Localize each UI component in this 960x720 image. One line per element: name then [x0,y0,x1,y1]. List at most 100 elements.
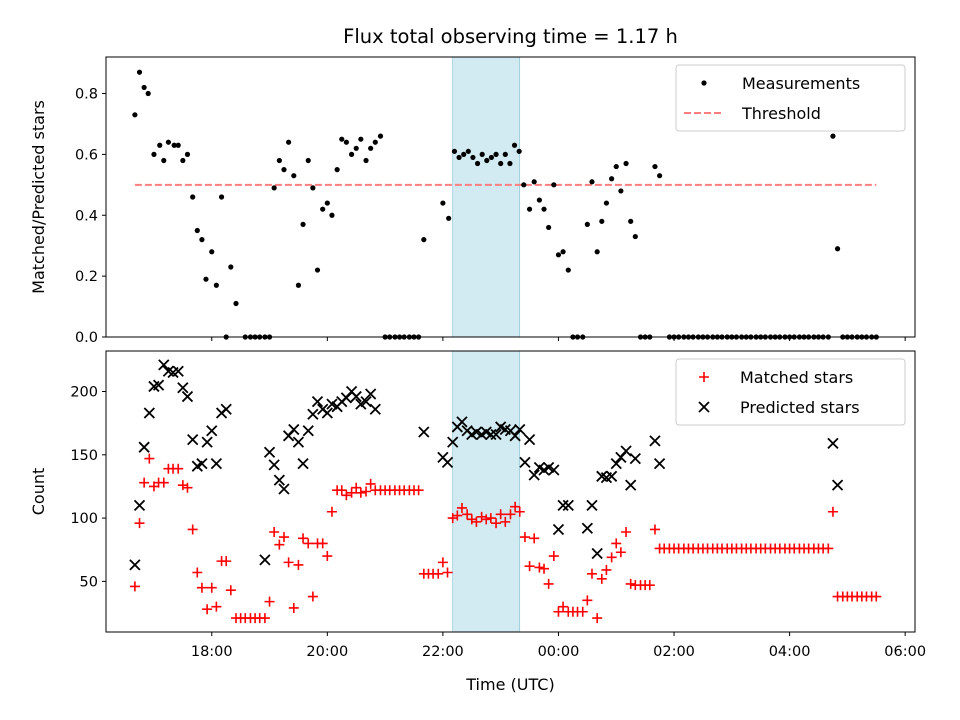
x-tick-label: 18:00 [191,644,233,660]
predicted-star-point [350,390,362,403]
predicted-star-point [288,423,300,436]
highlight-span [452,350,521,633]
measurement-point [358,136,364,142]
y-tick-label: 0.2 [75,269,98,285]
matched-star-point [596,573,607,584]
measurement-point [594,249,600,255]
legend-predicted-marker [698,401,710,413]
predicted-star-point [297,458,309,470]
measurement-point [372,139,378,145]
matched-star-point [129,581,140,592]
x-tick-label: 02:00 [653,644,695,660]
matched-star-point [336,485,347,496]
matched-star-point [500,516,511,527]
predicted-star-point [447,436,459,448]
predicted-star-point [485,428,497,441]
predicted-star-point [514,423,526,436]
measurement-point [541,206,547,212]
predicted-star-point [586,499,598,512]
predicted-star-point [528,469,540,481]
legend-box [675,358,906,426]
y-tick-label: 0.6 [75,147,98,163]
measurement-point [461,151,467,157]
measurement-point [498,160,504,167]
measurement-point [348,151,355,157]
matched-star-point [456,502,467,513]
matched-star-point [871,591,882,602]
predicted-star-point [133,499,146,512]
matched-star-point [644,580,655,591]
predicted-star-point [196,458,208,470]
matched-star-point [510,501,521,512]
legend-label: Threshold [741,104,821,123]
measurement-point [488,154,495,161]
matched-star-point [259,613,270,624]
measurement-point [324,200,330,206]
y-tick-label: 0.8 [75,87,98,103]
x-tick-label: 20:00 [306,644,348,660]
matched-star-point [264,596,275,607]
measurement-point [180,157,186,164]
predicted-star-point [456,416,468,428]
matched-star-point [307,591,318,602]
predicted-star-point [268,459,280,471]
matched-star-point [615,547,626,558]
measurement-point [213,282,219,288]
top-panel: 0.0 0.2 0.4 0.6 0.8 Matched/Predicted stars Me… [29,56,916,346]
measurement-point [286,139,292,145]
predicted-star-point [292,436,305,448]
matched-star-point [485,513,496,524]
measurement-point [830,133,836,139]
predicted-star-point [138,441,150,453]
measurement-point [353,145,359,151]
measurement-point [516,148,522,154]
predicted-star-point [490,428,502,441]
matched-star-point [442,567,453,578]
matched-star-point [361,486,372,497]
matched-star-point [471,516,482,527]
measurement-point [484,157,490,164]
series-matched-stars [129,453,882,624]
measurement-point [440,200,446,206]
matched-star-point [173,463,184,474]
measurement-point [171,142,177,148]
matched-star-point [322,551,333,562]
predicted-star-point [369,403,381,415]
measurement-point [536,197,542,203]
matched-star-point [625,578,636,589]
predicted-star-point [259,554,271,566]
matched-star-point [187,524,198,535]
measurement-point [555,252,562,258]
measurement-point [291,173,297,179]
measurement-point [623,160,629,167]
predicted-star-point [143,407,155,419]
predicted-star-point [181,390,194,403]
matched-star-point [196,582,207,593]
measurement-point [465,148,471,154]
matched-star-point [524,561,535,572]
x-tick-label: 04:00 [769,644,811,660]
measurement-point [603,200,610,206]
measurement-point [184,151,191,157]
matched-star-point [134,518,145,529]
measurement-point [507,160,513,167]
predicted-star-point [278,483,290,495]
predicted-star-point [201,436,213,448]
matched-star-point [293,559,304,570]
highlight-span [452,56,521,338]
matched-star-point [303,538,314,549]
matched-star-point [283,557,294,568]
measurement-point [618,188,624,194]
matched-star-point [206,582,217,593]
series-predicted-stars [129,359,844,571]
matched-star-point [543,578,554,589]
measurement-point [511,142,518,148]
predicted-star-point [177,382,189,394]
y-tick-label: 0.4 [75,208,98,224]
measurement-point [834,246,841,252]
measurement-point [502,151,508,157]
measurement-point [589,179,595,185]
measurement-point [151,151,157,157]
matched-star-point [351,482,362,493]
measurement-point [228,264,234,270]
